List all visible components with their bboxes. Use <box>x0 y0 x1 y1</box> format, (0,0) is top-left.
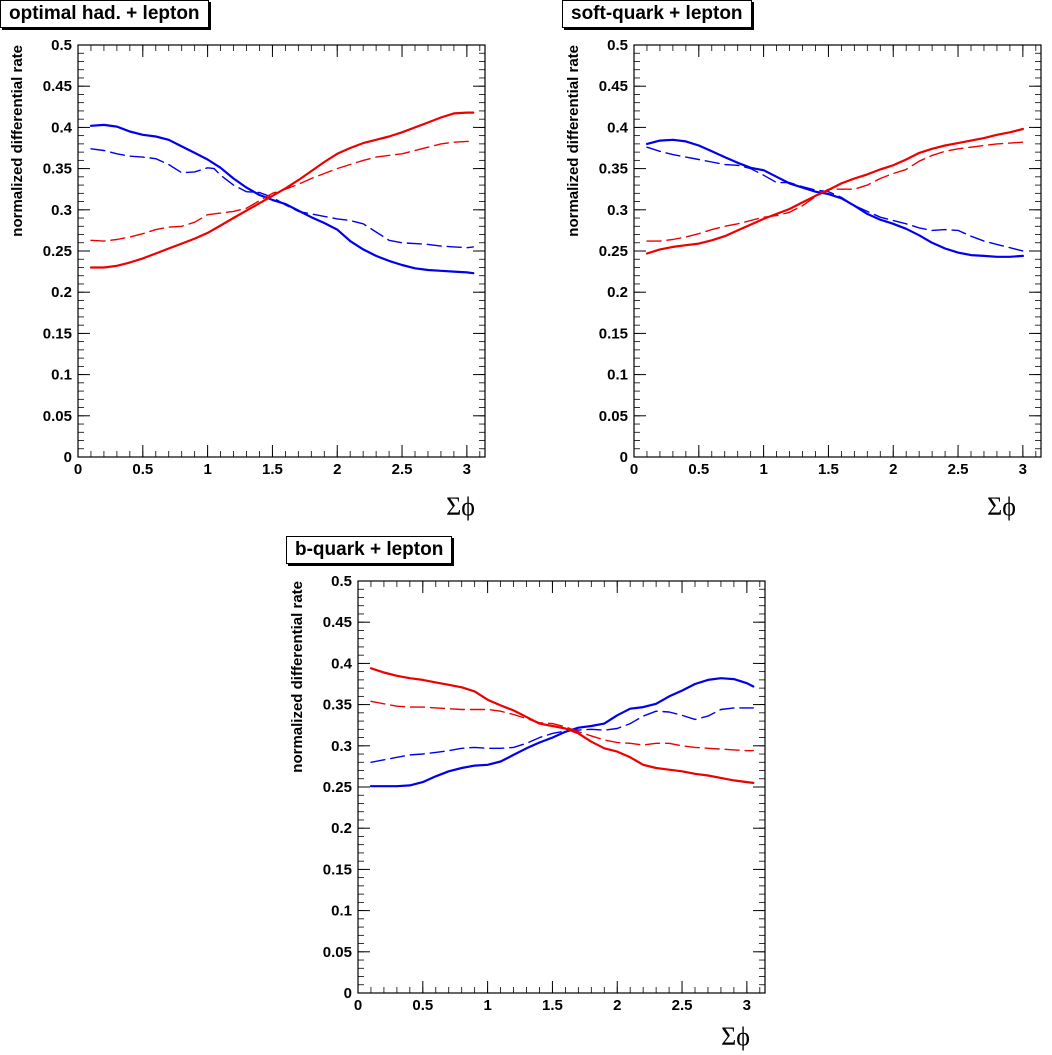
y-tick-label: 0.15 <box>43 325 72 342</box>
x-tick-label: 1.5 <box>542 997 563 1014</box>
x-tick-label: 2.5 <box>948 461 969 478</box>
plot-frame <box>357 580 766 994</box>
y-tick-label: 0.5 <box>51 37 72 54</box>
series-line-red-dashed <box>370 700 754 752</box>
x-tick-label: 0.5 <box>688 461 709 478</box>
x-tick-label: 1 <box>203 461 211 478</box>
x-axis-label: Σϕ <box>987 492 1016 521</box>
y-tick-label: 0.1 <box>331 903 352 920</box>
y-tick-label: 0.05 <box>323 944 352 961</box>
y-tick-label: 0.15 <box>599 325 628 342</box>
y-tick-label: 0.25 <box>323 779 352 796</box>
y-axis-label: normalized differential rate <box>9 45 26 237</box>
y-tick-label: 0.45 <box>323 614 352 631</box>
series-line-blue-dashed <box>370 707 754 763</box>
y-tick-label: 0.35 <box>599 161 628 178</box>
y-tick-label: 0.05 <box>599 408 628 425</box>
series-line-blue-dashed <box>646 146 1024 252</box>
x-axis-label: Σϕ <box>446 492 475 521</box>
chart-title: soft-quark + lepton <box>562 0 752 28</box>
plot-frame <box>77 44 486 458</box>
y-tick-label: 0.4 <box>331 655 353 672</box>
series-line-red-solid <box>369 667 755 784</box>
y-tick-label: 0.3 <box>51 202 72 219</box>
chart-panel-optimal-had: optimal had. + lepton 0 0.05 0.1 0.15 0.2 0.2… <box>0 0 520 525</box>
series-line-blue-dashed <box>90 148 474 249</box>
y-tick-label: 0.35 <box>323 697 352 714</box>
series-line-red-solid <box>645 127 1024 255</box>
x-tick-label: 2 <box>613 997 621 1014</box>
y-tick-label: 0.25 <box>599 243 628 260</box>
x-tick-label: 2.5 <box>392 461 413 478</box>
y-tick-label: 0 <box>620 449 628 466</box>
x-tick-label: 1.5 <box>818 461 839 478</box>
x-tick-label: 3 <box>1019 461 1027 478</box>
y-tick-label: 0.3 <box>331 738 352 755</box>
x-tick-label: 1.5 <box>262 461 283 478</box>
y-axis-label: normalized differential rate <box>565 45 582 237</box>
y-tick-label: 0.15 <box>323 861 352 878</box>
x-tick-label: 3 <box>743 997 751 1014</box>
series-line-blue-solid <box>89 123 475 275</box>
y-tick-label: 0.05 <box>43 408 72 425</box>
x-tick-label: 3 <box>463 461 471 478</box>
x-tick-label: 1 <box>483 997 491 1014</box>
x-tick-label: 0.5 <box>412 997 433 1014</box>
chart-svg: 0 0.05 0.1 0.15 0.2 0.25 0.3 0.35 0.4 0.45 0.5 0 0.5… <box>565 37 1042 521</box>
x-tick-label: 2 <box>889 461 897 478</box>
y-tick-label: 0 <box>344 985 352 1002</box>
chart-panel-soft-quark: soft-quark + lepton 0 0.05 0.1 0.15 0.2 0.25 0… <box>556 0 1052 525</box>
chart-panel-b-quark: b-quark + lepton 0 0.05 0.1 0.15 0.2 0.25 0.3 0… <box>280 528 800 1055</box>
chart-svg: 0 0.05 0.1 0.15 0.2 0.25 0.3 0.35 0.4 0.45 0.5 0 0.5… <box>289 573 766 1051</box>
x-tick-label: 0.5 <box>132 461 153 478</box>
y-tick-label: 0.3 <box>607 202 628 219</box>
x-tick-label: 2 <box>333 461 341 478</box>
series-line-red-dashed <box>646 141 1024 242</box>
plot-frame <box>633 44 1042 458</box>
chart-svg: 0 0.05 0.1 0.15 0.2 0.25 0.3 0.35 0.4 0.45 0.5 0 0.5… <box>9 37 486 521</box>
y-tick-label: 0.25 <box>43 243 72 260</box>
x-tick-label: 2.5 <box>672 997 693 1014</box>
series-line-red-dashed <box>90 140 474 242</box>
y-tick-label: 0.5 <box>607 37 628 54</box>
y-tick-label: 0.2 <box>607 284 628 301</box>
y-tick-label: 0.35 <box>43 161 72 178</box>
y-tick-label: 0.1 <box>51 367 72 384</box>
chart-title: optimal had. + lepton <box>0 0 209 28</box>
y-tick-label: 0.4 <box>607 119 629 136</box>
y-tick-label: 0.5 <box>331 573 352 590</box>
x-tick-label: 0 <box>74 461 82 478</box>
y-tick-label: 0.4 <box>51 119 73 136</box>
series-line-blue-solid <box>369 677 755 788</box>
y-tick-label: 0.45 <box>43 78 72 95</box>
y-tick-label: 0.1 <box>607 367 628 384</box>
y-tick-label: 0 <box>64 449 72 466</box>
x-axis-label: Σϕ <box>721 1022 750 1051</box>
series-line-red-solid <box>89 111 475 269</box>
x-tick-label: 1 <box>759 461 767 478</box>
y-tick-label: 0.2 <box>51 284 72 301</box>
x-tick-label: 0 <box>630 461 638 478</box>
chart-title: b-quark + lepton <box>286 536 453 564</box>
y-axis-label: normalized differential rate <box>289 581 306 773</box>
y-tick-label: 0.2 <box>331 820 352 837</box>
series-line-blue-solid <box>645 138 1024 258</box>
y-tick-label: 0.45 <box>599 78 628 95</box>
x-tick-label: 0 <box>354 997 362 1014</box>
